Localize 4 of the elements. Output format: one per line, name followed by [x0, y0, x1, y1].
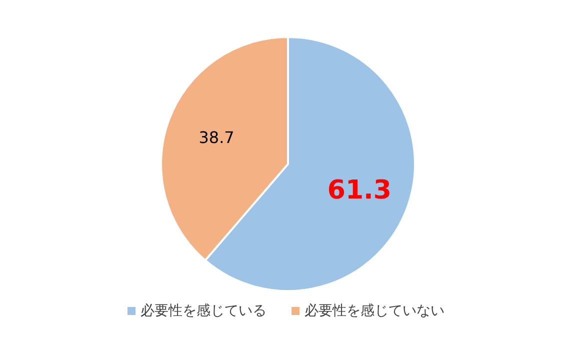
data-label: 38.7: [198, 128, 234, 148]
data-label: 61.3: [327, 175, 392, 206]
legend-label: 必要性を感じている: [140, 303, 266, 319]
legend-label: 必要性を感じていない: [304, 303, 444, 319]
